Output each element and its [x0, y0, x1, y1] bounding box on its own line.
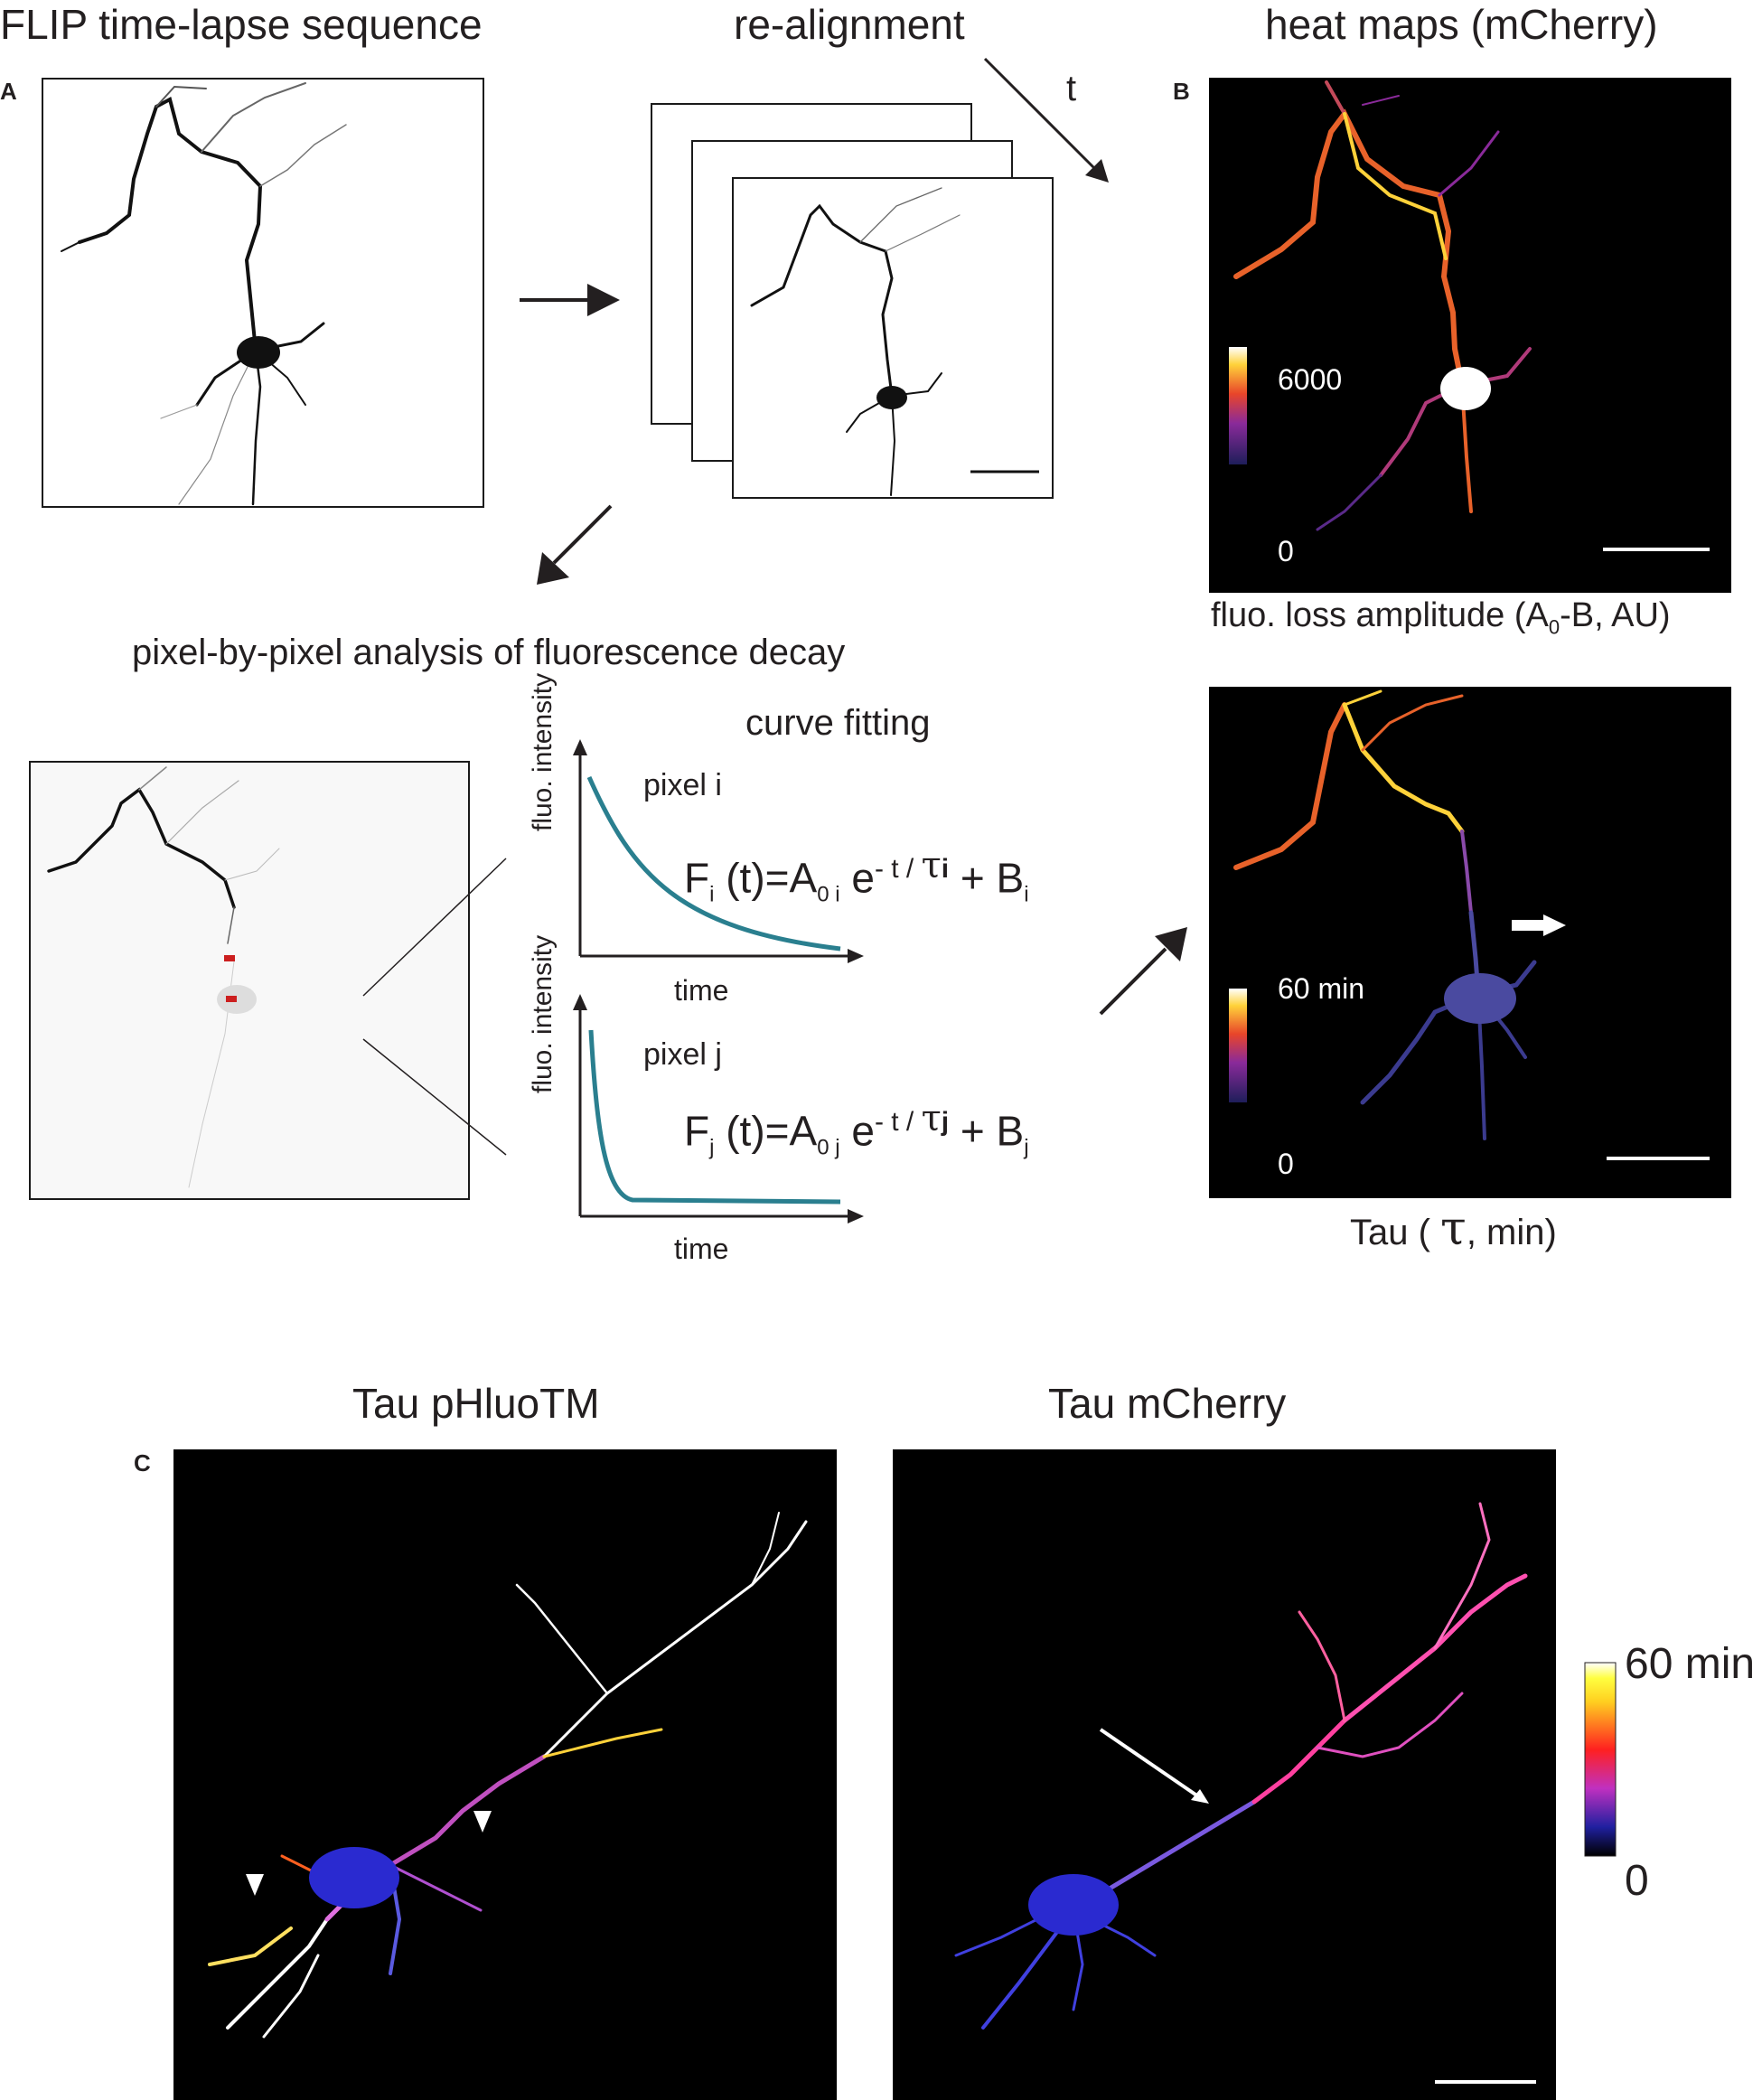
- arrow-up-right: [1099, 927, 1187, 1016]
- xlabel-plot-j: time: [674, 1233, 729, 1265]
- arrow-right: [520, 284, 620, 316]
- title-flip-sequence: FLIP time-lapse sequence: [0, 1, 483, 48]
- title-curve-fitting: curve fitting: [745, 703, 931, 743]
- time-arrow: [983, 57, 1109, 183]
- time-label: t: [1066, 69, 1077, 108]
- amplitude-caption: fluo. loss amplitude (A0-B, AU): [1211, 596, 1671, 639]
- decay-curve-j: [588, 1029, 841, 1205]
- pixel-j-marker: [226, 996, 237, 1002]
- tau-heatmap: [1209, 687, 1731, 1198]
- stack-neuron-drawing: [750, 187, 1039, 496]
- title-tau-mcherry: Tau mCherry: [1048, 1380, 1287, 1427]
- amplitude-heatmap: [1209, 78, 1731, 593]
- equation-i: Fi (t)=A0 i e- t / τi + Bi: [684, 845, 1029, 907]
- neuron-drawing: [61, 82, 347, 506]
- mcherry-arrow-head: [1191, 1789, 1209, 1804]
- panel-c-colorbar: [1584, 1662, 1617, 1857]
- panel-letter-a: A: [0, 78, 17, 105]
- tau-colorbar-max: 60 min: [1278, 972, 1365, 1005]
- arrow-down-left: [537, 504, 613, 585]
- neuron-image-raw: [42, 78, 484, 508]
- tau-mcherry-map: [893, 1449, 1556, 2100]
- title-heat-maps: heat maps (mCherry): [1265, 1, 1658, 48]
- tau-colorbar-min: 0: [1278, 1148, 1294, 1180]
- ylabel-plot-j: fluo. intensity: [528, 934, 558, 1093]
- pixel-i-marker: [224, 955, 235, 961]
- phluotm-neuron-drawing: [208, 1512, 808, 2039]
- panel-c-colorbar-max: 60 min: [1625, 1640, 1756, 1688]
- mcherry-arrow-shaft: [1099, 1728, 1200, 1798]
- tau-colorbar: [1229, 989, 1247, 1102]
- amplitude-colorbar-max: 6000: [1278, 363, 1343, 396]
- neuron-image-analysis: [29, 761, 470, 1200]
- stack-frame-front: [732, 177, 1054, 499]
- mcherry-neuron-drawing: [954, 1502, 1536, 2084]
- panel-letter-b: B: [1173, 78, 1190, 105]
- tau-neuron-drawing: [1229, 689, 1710, 1160]
- decay-curve-i: [586, 775, 841, 952]
- leader-lines: [362, 858, 507, 1156]
- amplitude-colorbar-min: 0: [1278, 535, 1294, 567]
- decay-plot-j: [573, 994, 864, 1223]
- analysis-neuron-drawing: [31, 763, 468, 1198]
- title-pixel-analysis: pixel-by-pixel analysis of fluorescence …: [132, 633, 846, 672]
- arrowhead-marker-1: [246, 1874, 264, 1896]
- xlabel-plot-i: time: [674, 974, 729, 1007]
- title-tau-phluotm: Tau pHluoTM: [352, 1380, 600, 1427]
- label-pixel-i: pixel i: [643, 768, 722, 802]
- label-pixel-j: pixel j: [643, 1037, 722, 1072]
- decay-plot-i: [573, 739, 864, 963]
- arrowhead-marker-2: [473, 1811, 492, 1833]
- panel-c-colorbar-min: 0: [1625, 1857, 1649, 1905]
- tau-arrow-marker: [1512, 914, 1566, 936]
- amplitude-colorbar: [1229, 347, 1247, 464]
- panel-letter-c: C: [134, 1449, 151, 1477]
- tau-caption: Tau ( τ, min): [1350, 1202, 1557, 1256]
- equation-j: Fj (t)=A0 j e- t / τj + Bj: [684, 1098, 1029, 1160]
- tau-phluotm-map: [173, 1449, 837, 2100]
- title-realignment: re-alignment: [734, 1, 965, 48]
- ylabel-plot-i: fluo. intensity: [528, 672, 558, 831]
- amplitude-neuron-drawing: [1229, 80, 1710, 551]
